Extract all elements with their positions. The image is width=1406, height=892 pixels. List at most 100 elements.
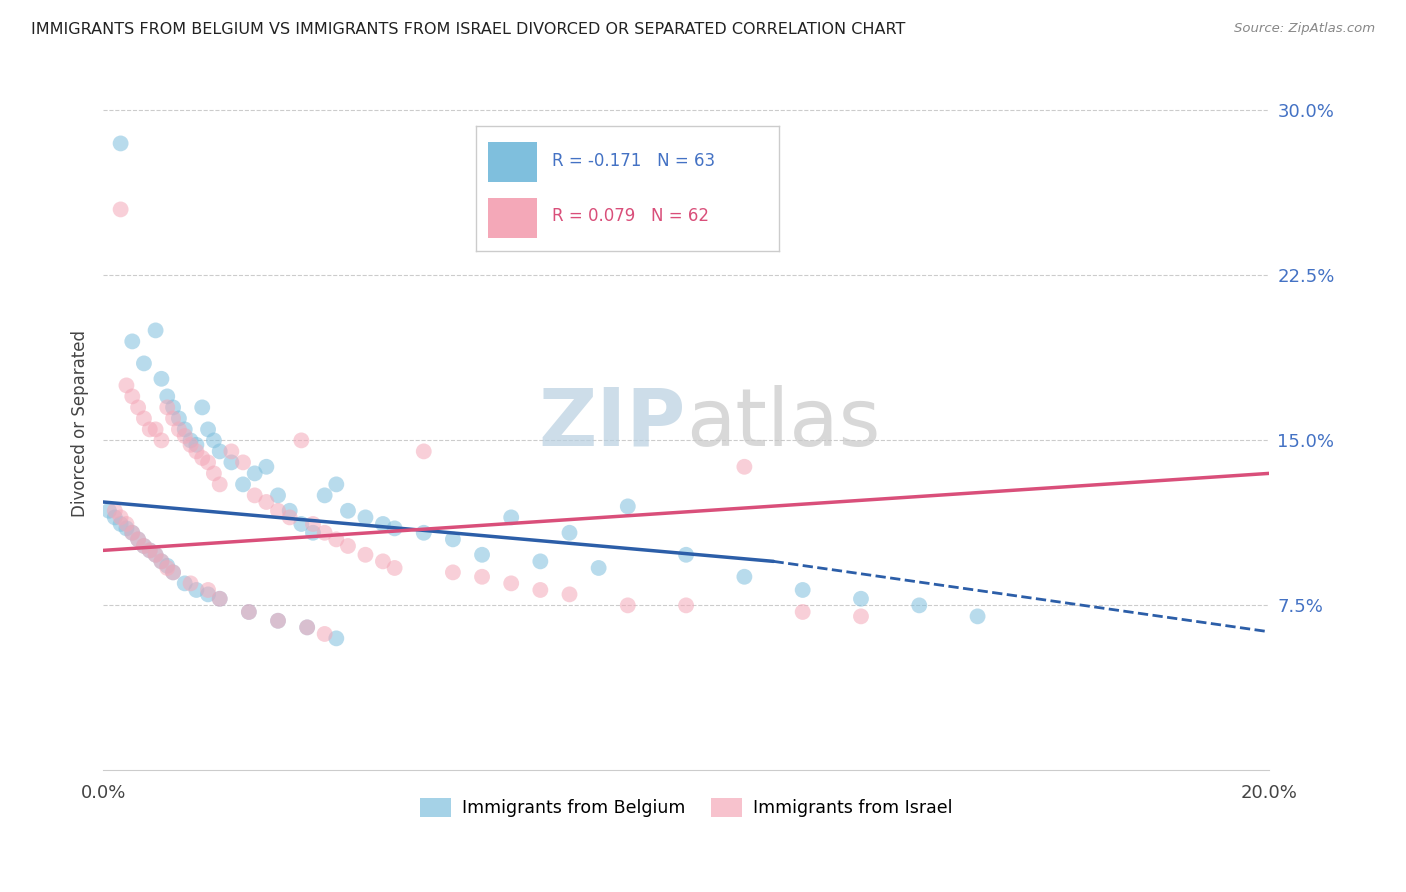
Point <box>180 434 202 448</box>
Point <box>186 444 208 458</box>
Point <box>441 566 464 580</box>
Point <box>384 561 406 575</box>
Point <box>471 570 494 584</box>
Point <box>150 554 173 568</box>
Point <box>441 533 464 547</box>
Point <box>290 434 312 448</box>
Point <box>675 599 697 613</box>
Point <box>675 548 697 562</box>
Point <box>191 450 214 465</box>
Point <box>208 591 231 606</box>
Point <box>208 444 231 458</box>
Point <box>908 599 931 613</box>
Point <box>588 561 610 575</box>
Point <box>197 582 219 597</box>
Point <box>371 516 394 531</box>
Point <box>150 372 173 386</box>
Point <box>197 455 219 469</box>
Point <box>202 434 225 448</box>
Point <box>121 389 143 403</box>
Point <box>617 599 640 613</box>
Point <box>110 516 132 531</box>
Point <box>173 576 195 591</box>
Point <box>156 561 179 575</box>
Point <box>162 566 184 580</box>
Point <box>733 570 755 584</box>
Point <box>208 591 231 606</box>
Point <box>232 477 254 491</box>
Point <box>132 356 155 370</box>
Point <box>221 455 243 469</box>
Point <box>558 525 581 540</box>
Text: IMMIGRANTS FROM BELGIUM VS IMMIGRANTS FROM ISRAEL DIVORCED OR SEPARATED CORRELAT: IMMIGRANTS FROM BELGIUM VS IMMIGRANTS FR… <box>31 22 905 37</box>
Point <box>290 516 312 531</box>
Point <box>139 422 162 436</box>
Point <box>162 401 184 415</box>
Point <box>104 510 127 524</box>
Point <box>267 614 290 628</box>
Point <box>243 467 266 481</box>
Text: ZIP: ZIP <box>538 384 686 463</box>
Point <box>558 587 581 601</box>
Point <box>371 554 394 568</box>
Point <box>127 533 149 547</box>
Point <box>295 620 318 634</box>
Y-axis label: Divorced or Separated: Divorced or Separated <box>72 330 89 517</box>
Point <box>849 609 872 624</box>
Point <box>354 510 377 524</box>
Point <box>238 605 260 619</box>
Point <box>110 136 132 151</box>
Point <box>110 202 132 217</box>
Point <box>325 477 347 491</box>
Point <box>180 576 202 591</box>
Point <box>139 543 162 558</box>
Point <box>267 504 290 518</box>
Point <box>162 411 184 425</box>
Point <box>162 566 184 580</box>
Point <box>173 422 195 436</box>
Point <box>529 554 551 568</box>
Point <box>132 539 155 553</box>
Point <box>302 516 325 531</box>
Point <box>132 539 155 553</box>
Point <box>221 444 243 458</box>
Point <box>278 510 301 524</box>
Point <box>127 533 149 547</box>
Point <box>180 438 202 452</box>
Point <box>336 504 359 518</box>
Point <box>325 632 347 646</box>
Point <box>104 504 127 518</box>
Point <box>314 627 336 641</box>
Point <box>167 422 190 436</box>
Point <box>191 401 214 415</box>
Point <box>115 521 138 535</box>
Point <box>617 500 640 514</box>
Point <box>145 422 167 436</box>
Point <box>295 620 318 634</box>
Point <box>139 543 162 558</box>
Point <box>197 422 219 436</box>
Point <box>792 582 814 597</box>
Point <box>186 438 208 452</box>
Point <box>412 525 434 540</box>
Point <box>501 576 523 591</box>
Point <box>115 378 138 392</box>
Point <box>501 510 523 524</box>
Point <box>243 488 266 502</box>
Point <box>302 525 325 540</box>
Point <box>208 477 231 491</box>
Point <box>127 401 149 415</box>
Point <box>150 554 173 568</box>
Point <box>150 434 173 448</box>
Point <box>145 548 167 562</box>
Point <box>267 488 290 502</box>
Point <box>325 533 347 547</box>
Point <box>314 488 336 502</box>
Point <box>156 558 179 573</box>
Point <box>121 334 143 349</box>
Point <box>145 548 167 562</box>
Point <box>173 429 195 443</box>
Point <box>121 525 143 540</box>
Point <box>121 525 143 540</box>
Text: atlas: atlas <box>686 384 880 463</box>
